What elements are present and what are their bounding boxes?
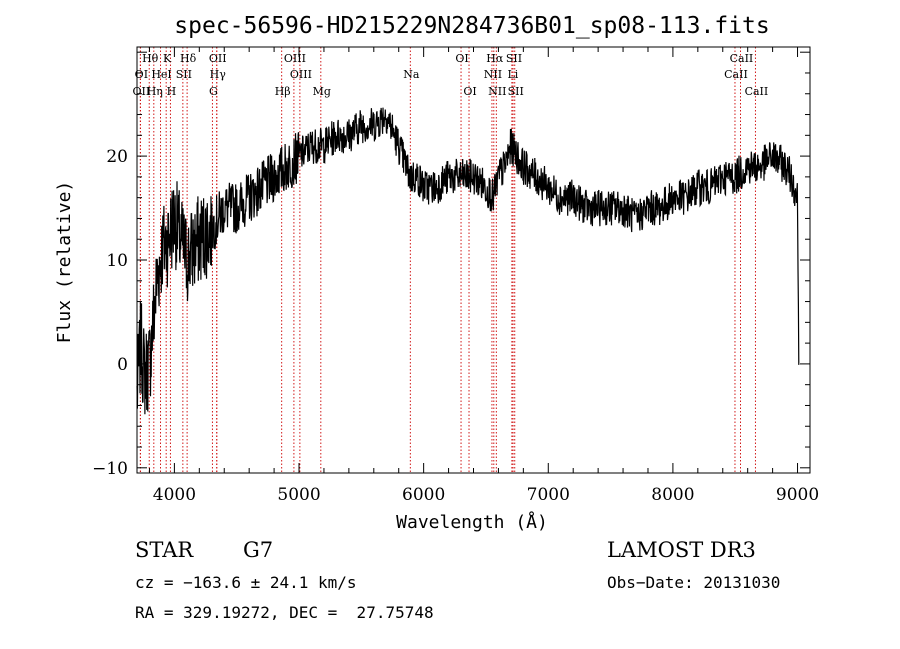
x-tick-label: 6000 bbox=[402, 485, 445, 505]
absorption-line-label: OI bbox=[135, 68, 148, 81]
absorption-line-label: Li bbox=[507, 68, 518, 81]
absorption-line-label: OI bbox=[463, 85, 476, 98]
coordinates: RA = 329.19272, DEC = 27.75748 bbox=[135, 603, 434, 622]
absorption-line-label: OIII bbox=[290, 68, 312, 81]
absorption-line-label: SII bbox=[506, 52, 522, 65]
absorption-line-label: Hα bbox=[486, 52, 504, 65]
x-tick-label: 4000 bbox=[153, 485, 196, 505]
absorption-line-label: CaII bbox=[730, 52, 754, 65]
y-tick-label: 10 bbox=[106, 251, 128, 271]
absorption-line-label: OIII bbox=[284, 52, 306, 65]
absorption-line-label: NII bbox=[488, 85, 506, 98]
x-tick-label: 7000 bbox=[527, 485, 570, 505]
object-class: STAR bbox=[135, 538, 194, 562]
redshift-readout: cz = −163.6 ± 24.1 km/s bbox=[135, 573, 357, 592]
absorption-line-label: SII bbox=[508, 85, 524, 98]
spectrum-line bbox=[136, 107, 800, 415]
y-tick-label: 20 bbox=[106, 147, 128, 167]
y-tick-label: −10 bbox=[92, 459, 128, 479]
absorption-line-label: CaII bbox=[724, 68, 748, 81]
absorption-line-label: HeI bbox=[151, 68, 171, 81]
x-axis-title: Wavelength (Å) bbox=[396, 511, 548, 533]
x-axis: 4000 5000 6000 7000 8000 9000 bbox=[148, 47, 819, 505]
plot-frame bbox=[136, 46, 811, 474]
subclass: G7 bbox=[243, 538, 274, 562]
absorption-line-label: OI bbox=[455, 52, 468, 65]
absorption-line-label: OII bbox=[209, 52, 227, 65]
absorption-line-label: NII bbox=[484, 68, 502, 81]
x-tick-label: 8000 bbox=[651, 485, 694, 505]
absorption-line-label: Hθ bbox=[142, 52, 159, 65]
absorption-line-label: G bbox=[209, 85, 218, 98]
absorption-line-label: Hη bbox=[147, 85, 163, 98]
survey-name: LAMOST DR3 bbox=[607, 538, 756, 562]
y-tick-label: 0 bbox=[117, 355, 128, 375]
absorption-line-label: H bbox=[167, 85, 177, 98]
absorption-line-markers bbox=[139, 47, 756, 473]
absorption-line-label: Na bbox=[403, 68, 420, 81]
chart-title: spec-56596-HD215229N284736B01_sp08-113.f… bbox=[174, 13, 769, 39]
y-axis-title: Flux (relative) bbox=[54, 181, 75, 344]
absorption-line-label: SII bbox=[176, 68, 192, 81]
absorption-line-label: Mg bbox=[313, 85, 331, 98]
obs-date: Obs−Date: 20131030 bbox=[607, 573, 781, 592]
absorption-line-label: Hδ bbox=[180, 52, 197, 65]
x-tick-label: 9000 bbox=[776, 485, 819, 505]
x-tick-label: 5000 bbox=[277, 485, 320, 505]
absorption-line-label: Hβ bbox=[275, 85, 291, 98]
absorption-line-label: K bbox=[163, 52, 172, 65]
absorption-line-label: CaII bbox=[745, 85, 769, 98]
y-axis: −10 0 10 20 bbox=[92, 51, 810, 479]
absorption-line-label: Hγ bbox=[210, 68, 227, 81]
